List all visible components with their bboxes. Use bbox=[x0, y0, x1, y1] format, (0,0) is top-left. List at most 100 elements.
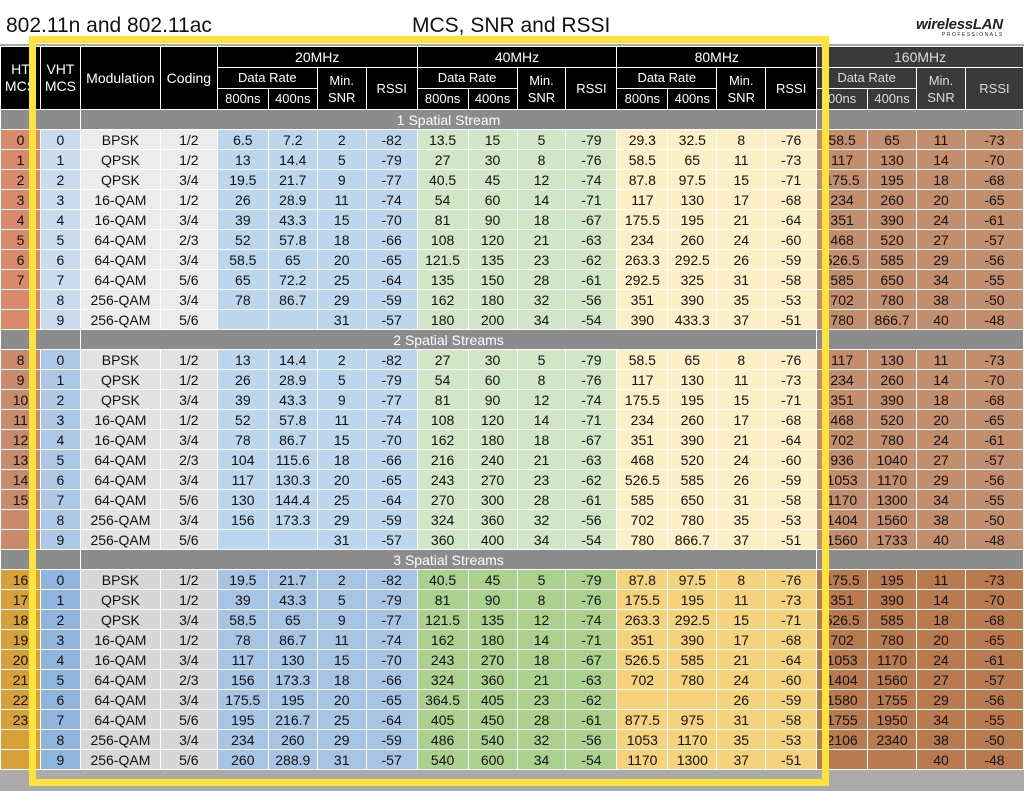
table-row: 12 4 16-QAM 3/4 78 86.7 15 -70 162 180 18 -67 351 390… bbox=[0, 429, 1024, 450]
rssi-20mhz-cell: -66 bbox=[365, 449, 418, 470]
vht-mcs-cell: 3 bbox=[39, 189, 81, 210]
min-snr-80mhz-cell: 26 bbox=[716, 469, 767, 490]
min-snr-40mhz-cell: 32 bbox=[516, 729, 567, 750]
rate-40mhz-400ns-cell: 405 bbox=[467, 689, 518, 710]
rate-20mhz-400ns-cell: 57.8 bbox=[267, 229, 318, 250]
rssi-20mhz-cell: -64 bbox=[365, 709, 418, 730]
rssi-20mhz-cell: -82 bbox=[365, 349, 418, 370]
ht-mcs-cell: 8 bbox=[0, 349, 41, 370]
rate-20mhz-800ns-cell: 156 bbox=[216, 509, 269, 530]
rate-80mhz-400ns-cell: 780 bbox=[667, 509, 718, 530]
rate-40mhz-400ns-cell: 450 bbox=[467, 709, 518, 730]
modulation-cell: 16-QAM bbox=[79, 409, 161, 430]
rate-80mhz-800ns-cell: 526.5 bbox=[616, 649, 669, 670]
rate-80mhz-800ns-cell bbox=[616, 689, 669, 710]
rate-160mhz-400ns-cell: 1170 bbox=[867, 649, 918, 670]
rate-40mhz-800ns-cell: 180 bbox=[416, 309, 469, 330]
table-row: 11 3 16-QAM 1/2 52 57.8 11 -74 108 120 14 -71 234 260… bbox=[0, 409, 1024, 430]
rate-160mhz-800ns-cell: 936 bbox=[816, 449, 869, 470]
min-snr-160mhz-cell: 18 bbox=[916, 609, 966, 630]
vht-mcs-cell: 9 bbox=[39, 529, 81, 550]
rssi-20mhz-cell: -57 bbox=[365, 749, 418, 770]
bandwidth-160mhz-header: 160MHz bbox=[816, 46, 1024, 68]
min-snr-160mhz-cell: 27 bbox=[916, 229, 966, 250]
rssi-80mhz-cell: -73 bbox=[765, 369, 818, 390]
rssi-40mhz-cell: -67 bbox=[565, 209, 618, 230]
coding-cell: 1/2 bbox=[159, 629, 218, 650]
min-snr-20mhz-cell: 9 bbox=[316, 609, 367, 630]
min-snr-160mhz-cell: 20 bbox=[916, 189, 966, 210]
min-snr-80mhz-cell: 8 bbox=[716, 349, 767, 370]
min-snr-40mhz-cell: 28 bbox=[516, 269, 567, 290]
rate-80mhz-400ns-cell: 780 bbox=[667, 669, 718, 690]
rssi-160mhz-cell: -48 bbox=[964, 309, 1024, 330]
rssi-40mhz-cell: -79 bbox=[565, 569, 618, 590]
rate-80mhz-800ns-cell: 780 bbox=[616, 529, 669, 550]
coding-cell: 2/3 bbox=[159, 669, 218, 690]
vht-mcs-cell: 0 bbox=[39, 349, 81, 370]
rssi-80mhz-cell: -73 bbox=[765, 149, 818, 170]
vht-mcs-cell: 1 bbox=[39, 369, 81, 390]
table-row: 17 1 QPSK 1/2 39 43.3 5 -79 81 90 8 -76 175.5 195 11 -7… bbox=[0, 589, 1024, 610]
modulation-cell: 16-QAM bbox=[79, 189, 161, 210]
min-snr-40mhz-cell: 8 bbox=[516, 369, 567, 390]
rate-80mhz-400ns-cell: 1300 bbox=[667, 749, 718, 770]
rssi-40mhz-cell: -67 bbox=[565, 429, 618, 450]
min-snr-20mhz-cell: 5 bbox=[316, 369, 367, 390]
rssi-20mhz-cell: -79 bbox=[365, 369, 418, 390]
rssi-80mhz-cell: -71 bbox=[765, 389, 818, 410]
rssi-40mhz-cell: -71 bbox=[565, 409, 618, 430]
table-row: 9 1 QPSK 1/2 26 28.9 5 -79 54 60 8 -76 117 130 11 -73 23… bbox=[0, 369, 1024, 390]
rate-40mhz-800ns-cell: 486 bbox=[416, 729, 469, 750]
rate-20mhz-800ns-cell: 156 bbox=[216, 669, 269, 690]
rate-40mhz-800ns-cell: 324 bbox=[416, 509, 469, 530]
min-snr-40mhz-cell: 5 bbox=[516, 349, 567, 370]
rate-20mhz-400ns-cell: 43.3 bbox=[267, 209, 318, 230]
modulation-cell: BPSK bbox=[79, 129, 161, 150]
rssi-160mhz-cell: -55 bbox=[964, 269, 1024, 290]
min-snr-20mhz-cell: 31 bbox=[316, 309, 367, 330]
rate-40mhz-400ns-cell: 60 bbox=[467, 369, 518, 390]
min-snr-160mhz-cell: 11 bbox=[916, 569, 966, 590]
rate-160mhz-800ns-cell: 585 bbox=[816, 269, 869, 290]
coding-cell: 3/4 bbox=[159, 509, 218, 530]
rssi-80mhz-cell: -68 bbox=[765, 409, 818, 430]
rssi-40mhz-cell: -61 bbox=[565, 709, 618, 730]
rate-40mhz-400ns-cell: 15 bbox=[467, 129, 518, 150]
rssi-40mhz-cell: -67 bbox=[565, 649, 618, 670]
rate-40mhz-400ns-cell: 120 bbox=[467, 229, 518, 250]
table-row: 8 256-QAM 3/4 234 260 29 -59 486 540 32 -56 1053 117… bbox=[0, 729, 1024, 750]
rate-160mhz-400ns-cell: 585 bbox=[867, 249, 918, 270]
rate-80mhz-800ns-cell: 468 bbox=[616, 449, 669, 470]
rate-160mhz-400ns-cell: 390 bbox=[867, 209, 918, 230]
min-snr-20mhz-cell: 20 bbox=[316, 469, 367, 490]
min-snr-40mhz-cell: 32 bbox=[516, 509, 567, 530]
ht-mcs-cell: 1 bbox=[0, 149, 41, 170]
table-row: 20 4 16-QAM 3/4 117 130 15 -70 243 270 18 -67 526.5 5… bbox=[0, 649, 1024, 670]
rate-40mhz-800ns-cell: 360 bbox=[416, 529, 469, 550]
table-row: 8 256-QAM 3/4 156 173.3 29 -59 324 360 32 -56 702 78… bbox=[0, 509, 1024, 530]
rate-80mhz-400ns-cell: 130 bbox=[667, 189, 718, 210]
coding-cell: 3/4 bbox=[159, 729, 218, 750]
rate-20mhz-800ns-cell: 234 bbox=[216, 729, 269, 750]
min-snr-160mhz-cell: 34 bbox=[916, 269, 966, 290]
vht-mcs-cell: 1 bbox=[39, 149, 81, 170]
rate-160mhz-800ns-cell: 175.5 bbox=[816, 569, 869, 590]
table-row: 9 256-QAM 5/6 31 -57 360 400 34 -54 780 866.7 37 -51… bbox=[0, 529, 1024, 550]
rate-40mhz-800ns-cell: 54 bbox=[416, 189, 469, 210]
coding-cell: 3/4 bbox=[159, 469, 218, 490]
data-rate-header-160: Data Rate bbox=[816, 67, 918, 89]
rate-160mhz-400ns-cell: 780 bbox=[867, 629, 918, 650]
ht-mcs-cell: 14 bbox=[0, 469, 41, 490]
rssi-header-20: RSSI bbox=[365, 67, 418, 110]
rssi-40mhz-cell: -74 bbox=[565, 389, 618, 410]
rate-160mhz-800ns-cell: 117 bbox=[816, 149, 869, 170]
rate-160mhz-400ns-cell: 1950 bbox=[867, 709, 918, 730]
rate-160mhz-800ns-cell: 1053 bbox=[816, 469, 869, 490]
rssi-160mhz-cell: -55 bbox=[964, 709, 1024, 730]
rate-80mhz-400ns-cell: 195 bbox=[667, 209, 718, 230]
gi-800ns-header-40: 800ns bbox=[416, 88, 469, 110]
ht-mcs-header: HT MCS bbox=[0, 46, 41, 110]
rate-20mhz-800ns-cell bbox=[216, 309, 269, 330]
ht-mcs-cell: 19 bbox=[0, 629, 41, 650]
